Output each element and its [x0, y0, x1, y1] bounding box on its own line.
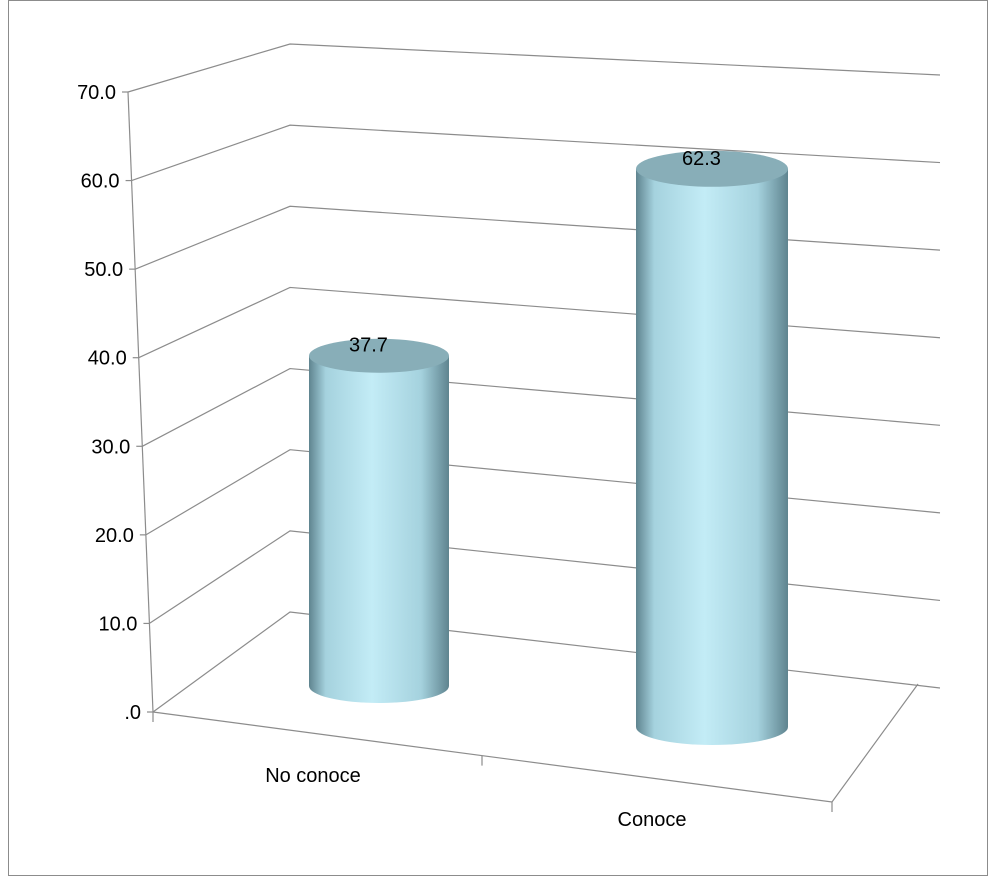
- y-tick-label: 30.0: [91, 436, 130, 458]
- gridline: [131, 124, 941, 182]
- data-label: 37.7: [349, 335, 388, 357]
- gridline: [142, 367, 941, 447]
- x-category-label: Conoce: [618, 809, 687, 831]
- gridline: [138, 286, 941, 359]
- y-tick-label: 20.0: [95, 525, 134, 547]
- gridline: [145, 449, 941, 536]
- bar-top: [636, 150, 788, 187]
- bars: [309, 150, 788, 746]
- x-category-label: No conoce: [265, 765, 361, 787]
- bar-cylinder: [309, 338, 449, 703]
- y-tick-label: 60.0: [81, 171, 120, 193]
- chart-border: [8, 0, 988, 876]
- bar-top: [309, 338, 449, 373]
- gridline: [149, 530, 941, 624]
- labels: 37.7 No conoce 62.3 Conoce: [265, 148, 721, 831]
- gridline: [127, 43, 941, 93]
- data-label: 62.3: [682, 148, 721, 170]
- y-tick-label: 10.0: [98, 613, 137, 635]
- bar-body: [636, 168, 788, 746]
- bar-body: [309, 355, 449, 703]
- y-tick-label: 40.0: [88, 348, 127, 370]
- y-axis-ticks: .0 10.0 20.0 30.0 40.0 50.0 60.0 70.0: [77, 82, 153, 724]
- y-tick-label: .0: [124, 702, 141, 724]
- gridline: [134, 205, 941, 270]
- bar-cylinder: [636, 150, 788, 746]
- gridlines: [127, 43, 941, 713]
- y-axis-line: [127, 91, 154, 713]
- y-tick-label: 50.0: [84, 259, 123, 281]
- axes: [127, 91, 919, 812]
- gridline: [152, 611, 941, 713]
- y-tick-label: 70.0: [77, 82, 116, 104]
